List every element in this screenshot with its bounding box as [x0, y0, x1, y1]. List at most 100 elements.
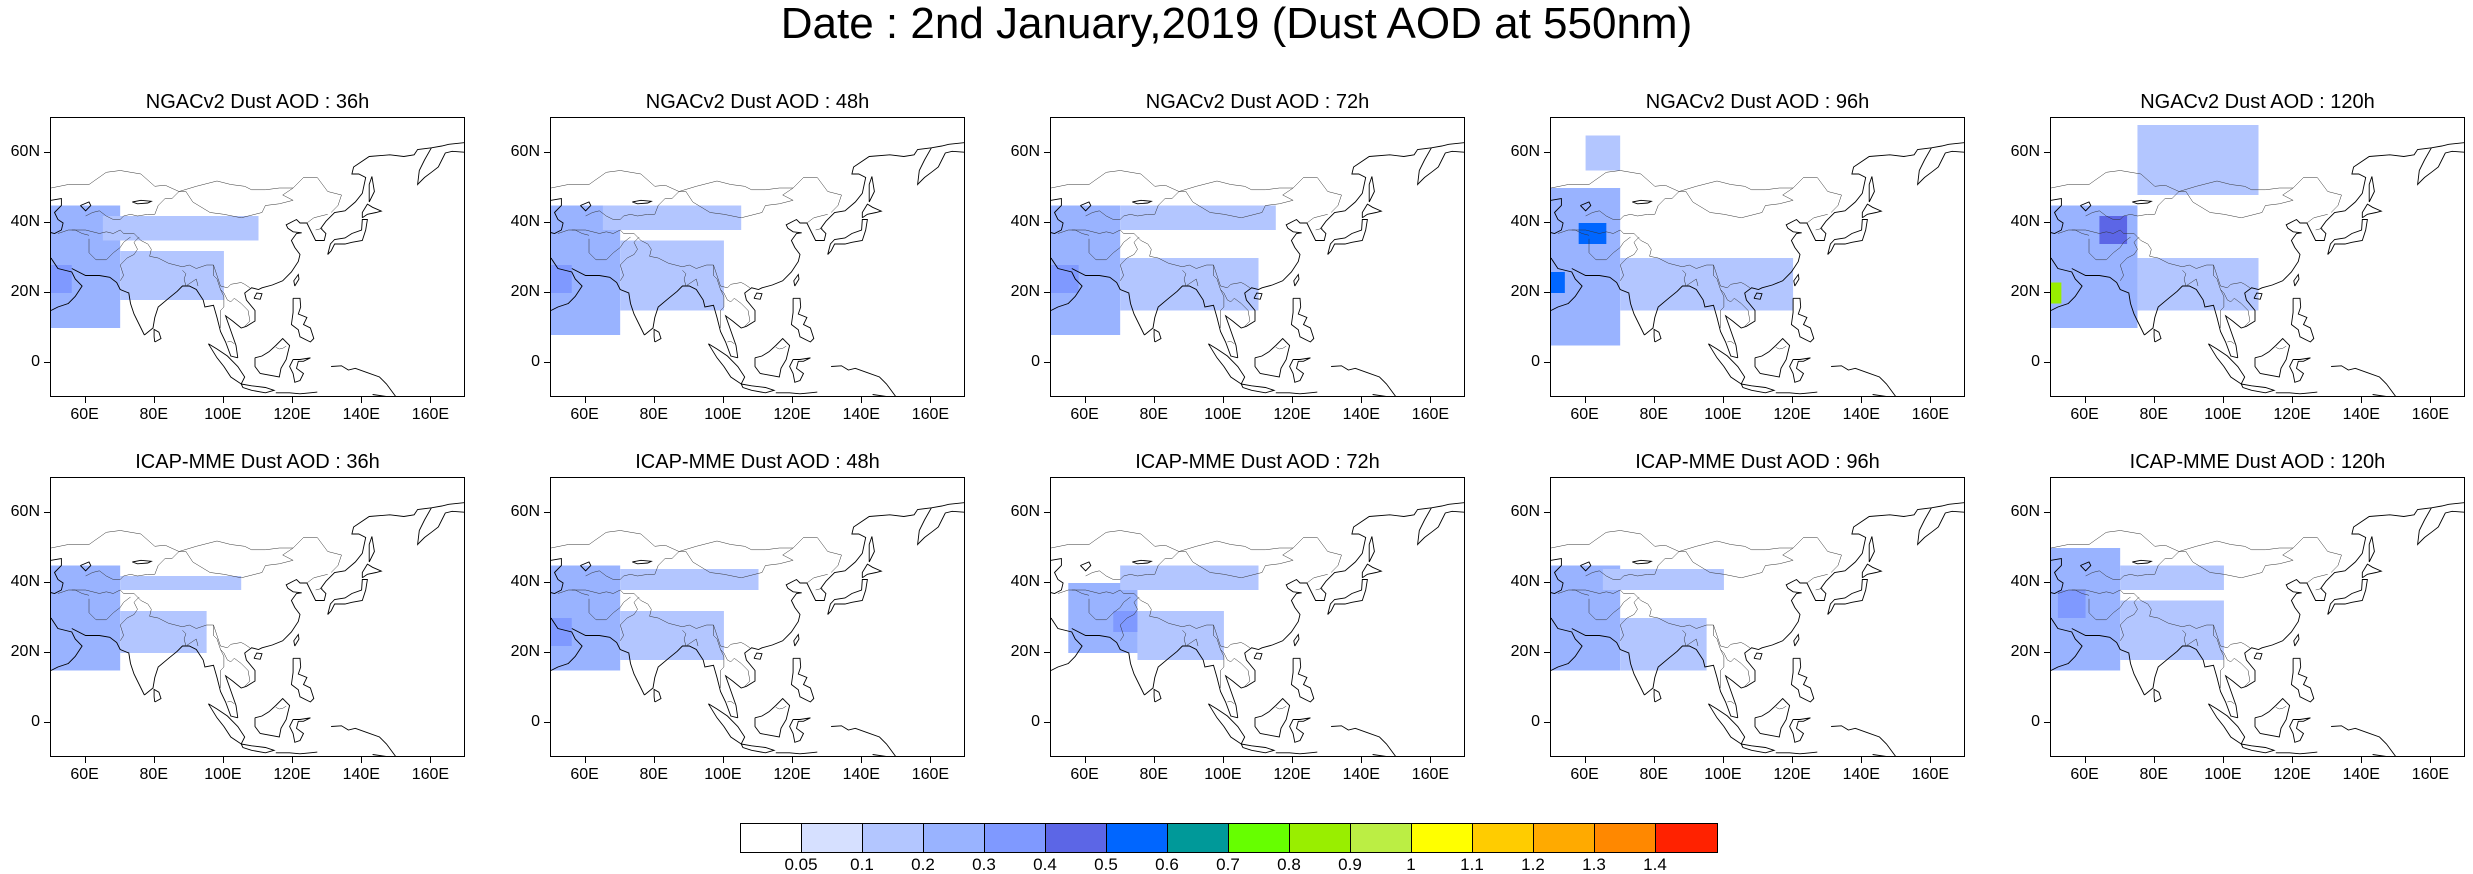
- coastline: [1331, 725, 1396, 756]
- map-panel: NGACv2 Dust AOD : 36h 60N 40N 20N 0 60E 80E 100…: [0, 92, 490, 452]
- lat-tick-mark: [1544, 722, 1550, 723]
- coastline: [1740, 743, 1776, 754]
- country-border: [71, 589, 251, 649]
- country-border: [1275, 345, 1287, 350]
- country-border: [682, 270, 699, 287]
- lon-tick-label: 120E: [2273, 766, 2311, 783]
- country-border: [1071, 229, 1251, 289]
- lat-tick-label: 60N: [510, 503, 540, 520]
- lon-tick-mark: [1153, 397, 1155, 403]
- colorbar-label: 0.3: [972, 855, 996, 874]
- lat-tick-mark: [1044, 652, 1050, 653]
- country-border: [227, 701, 235, 705]
- country-border: [315, 588, 323, 591]
- coastline: [753, 292, 763, 300]
- lat-tick-label: 60N: [510, 143, 540, 160]
- country-border: [551, 530, 680, 552]
- dust-map: [551, 502, 964, 756]
- lat-tick-label: 20N: [1510, 283, 1540, 300]
- lat-tick-label: 0: [2031, 713, 2040, 730]
- country-border: [571, 589, 751, 649]
- country-border: [2057, 229, 2090, 236]
- lat-tick-label: 40N: [1010, 573, 1040, 590]
- country-border: [154, 177, 342, 219]
- lat-tick-mark: [544, 652, 550, 653]
- coastline: [153, 328, 162, 343]
- coastline: [1293, 273, 1300, 287]
- lon-tick-mark: [1792, 397, 1794, 403]
- lon-tick-mark: [1430, 397, 1432, 403]
- coastline: [861, 203, 883, 219]
- coastline: [2275, 751, 2318, 755]
- lat-tick-label: 40N: [10, 573, 40, 590]
- coastline: [1580, 201, 1592, 212]
- lon-tick-mark: [1153, 757, 1155, 763]
- coastline: [1275, 391, 1318, 395]
- country-border: [1619, 596, 1640, 641]
- country-border: [213, 625, 251, 687]
- coastline: [144, 645, 238, 719]
- country-border: [1588, 236, 1631, 261]
- dust-cell: [2137, 258, 2259, 311]
- coastline: [1327, 579, 1368, 615]
- lon-tick-mark: [2361, 397, 2363, 403]
- lat-tick-mark: [1544, 152, 1550, 153]
- country-border: [1678, 540, 1794, 552]
- country-border: [585, 570, 655, 580]
- lon-tick-mark: [361, 397, 363, 403]
- coastline: [1368, 176, 1375, 203]
- lon-tick-label: 60E: [2070, 766, 2099, 783]
- map-panel: NGACv2 Dust AOD : 120h 60N 40N 20N 0 60E 80E 10…: [2000, 92, 2473, 452]
- coastline: [2051, 197, 2064, 234]
- country-border: [1806, 214, 1828, 224]
- coastline: [1293, 633, 1300, 647]
- country-border: [713, 265, 751, 327]
- coastline: [861, 563, 883, 579]
- lat-tick-mark: [544, 152, 550, 153]
- country-border: [806, 214, 828, 224]
- lon-tick-label: 100E: [704, 406, 742, 423]
- country-border: [220, 289, 225, 328]
- coastline: [327, 219, 368, 255]
- lat-tick-mark: [1044, 722, 1050, 723]
- country-border: [57, 229, 90, 236]
- country-border: [2057, 589, 2090, 596]
- colorbar-label: 1.2: [1521, 855, 1545, 874]
- lon-tick-label: 140E: [1342, 406, 1380, 423]
- coastline: [2253, 292, 2263, 300]
- lat-tick-label: 0: [531, 713, 540, 730]
- coastline: [1551, 557, 1564, 594]
- coastline: [2254, 697, 2291, 738]
- lat-tick-mark: [1044, 582, 1050, 583]
- dust-cell: [1113, 611, 1141, 632]
- country-border: [1220, 289, 1225, 328]
- country-border: [1182, 630, 1199, 647]
- figure-title: Date : 2nd January,2019 (Dust AOD at 550…: [780, 0, 1693, 48]
- country-border: [51, 170, 180, 192]
- coastline: [1571, 628, 1645, 696]
- country-border: [1775, 705, 1787, 710]
- country-border: [678, 180, 794, 192]
- coastline: [1754, 337, 1791, 378]
- lon-tick-mark: [722, 757, 724, 763]
- colorbar-swatch: [1351, 824, 1412, 852]
- dust-map: [1051, 502, 1464, 756]
- lon-tick-mark: [2430, 397, 2432, 403]
- dust-cell: [1120, 258, 1259, 311]
- map-frame: [1550, 477, 1965, 757]
- lat-tick-mark: [44, 362, 50, 363]
- coastline: [2132, 199, 2153, 205]
- coastline: [224, 502, 464, 718]
- lat-tick-mark: [2044, 292, 2050, 293]
- lon-tick-mark: [1361, 757, 1363, 763]
- country-border: [1551, 530, 1680, 552]
- colorbar-label: 0.7: [1216, 855, 1240, 874]
- colorbar-swatch: [741, 824, 802, 852]
- dust-cell: [620, 569, 759, 590]
- lon-tick-mark: [1084, 757, 1086, 763]
- coastline: [1416, 507, 1464, 546]
- panel-title: NGACv2 Dust AOD : 120h: [2140, 91, 2375, 113]
- country-border: [2051, 170, 2180, 192]
- coastline: [1708, 703, 1746, 745]
- coastline: [551, 557, 564, 594]
